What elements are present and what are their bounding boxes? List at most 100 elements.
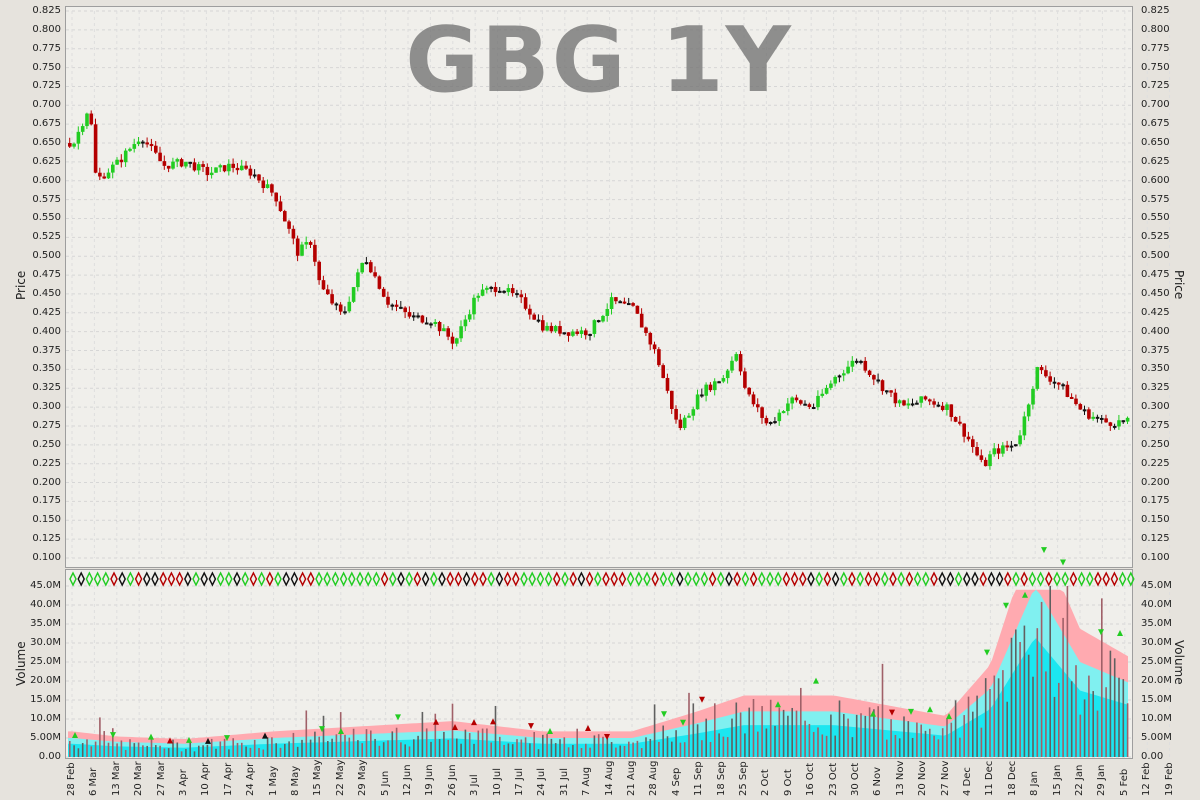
price-candle [859, 360, 863, 363]
trade-arrow [338, 728, 344, 735]
volume-bar [1015, 629, 1017, 757]
volume-bar [791, 707, 793, 757]
price-candle [863, 360, 868, 371]
volume-bar [933, 735, 935, 757]
volume-bar [262, 749, 265, 757]
volume-bar [632, 742, 634, 757]
signal-marker [331, 571, 340, 587]
price-candle [201, 164, 205, 167]
price-candle [80, 126, 85, 132]
price-candle [614, 297, 618, 302]
x-tick-label: 28 Feb [66, 762, 77, 796]
price-tick-label: 0.575 [32, 193, 61, 205]
volume-bar [873, 709, 875, 757]
price-candle [85, 113, 89, 127]
volume-bar [855, 714, 858, 757]
price-candle [549, 325, 554, 332]
price-candle [781, 411, 786, 414]
volume-bar [86, 739, 88, 757]
volume-bar [116, 743, 118, 757]
volume-bar [589, 747, 591, 757]
volume-bar [843, 714, 845, 757]
price-candle [717, 381, 721, 384]
volume-bar [193, 751, 196, 757]
volume-bar [395, 727, 398, 757]
volume-tick-label: 25.0M [1141, 656, 1172, 667]
signal-marker [77, 571, 85, 587]
price-candle [940, 405, 945, 410]
price-candle [218, 165, 223, 168]
price-candle [1112, 425, 1117, 428]
price-candle [553, 326, 558, 332]
trade-arrow [1060, 559, 1066, 566]
trade-arrow [1041, 547, 1047, 554]
volume-bar [477, 730, 480, 757]
price-candle [1052, 381, 1057, 384]
volume-bar [830, 714, 832, 757]
trade-arrow [908, 708, 914, 715]
volume-tick-label: 40.0M [30, 599, 61, 610]
signal-marker [995, 571, 1004, 587]
volume-tick-label: 35.0M [30, 618, 61, 629]
price-tick-label: 0.500 [32, 250, 61, 262]
signal-marker [1061, 571, 1069, 587]
price-candle [506, 288, 511, 293]
price-candle [455, 338, 459, 344]
price-candle [338, 304, 343, 312]
volume-bar [898, 738, 901, 757]
signal-marker [1004, 571, 1012, 587]
trade-arrow [262, 732, 268, 739]
signal-marker [676, 571, 684, 587]
signal-marker [1077, 571, 1086, 587]
trade-arrow [72, 731, 78, 738]
trade-arrow [927, 706, 933, 713]
price-candle [906, 403, 911, 406]
price-candle [145, 142, 149, 145]
volume-bar [967, 696, 970, 757]
volume-bar [318, 736, 320, 757]
volume-bar [451, 703, 454, 757]
signal-marker [930, 571, 938, 587]
signal-marker [610, 571, 618, 587]
signal-marker [389, 571, 397, 587]
price-candle [588, 333, 592, 336]
signal-marker [544, 571, 553, 587]
price-candle [1031, 388, 1035, 405]
price-tick-label: 0.600 [32, 174, 61, 186]
price-candle [880, 380, 885, 392]
volume-bar [1040, 601, 1043, 757]
price-candle [983, 459, 988, 467]
volume-bar [223, 738, 226, 757]
price-candle [596, 320, 601, 323]
price-candle [291, 228, 296, 239]
volume-bar [271, 737, 273, 757]
price-candle [485, 287, 489, 290]
price-candle [627, 303, 631, 306]
price-candle [996, 448, 1001, 454]
price-candle [141, 141, 145, 144]
signal-marker [758, 571, 766, 587]
price-candle [885, 390, 889, 393]
volume-bar [1062, 617, 1064, 757]
price-candle [158, 152, 162, 162]
volume-bar [1027, 654, 1030, 757]
price-candle [915, 402, 919, 405]
trade-arrow [452, 723, 458, 730]
price-candle [674, 408, 678, 420]
price-candle [244, 165, 248, 169]
volume-bar [610, 742, 613, 757]
price-panel [65, 6, 1133, 568]
price-candle [786, 403, 790, 412]
price-candle [558, 326, 562, 334]
signal-marker [594, 571, 602, 587]
price-tick-label: 0.300 [32, 401, 61, 413]
price-candle [541, 320, 545, 331]
volume-bar [150, 739, 153, 757]
signal-marker [790, 571, 799, 587]
volume-tick-label: 35.0M [1141, 618, 1172, 629]
price-candle [695, 394, 700, 410]
volume-tick-label: 45.0M [30, 580, 61, 591]
trade-arrow [205, 737, 211, 744]
signal-marker [618, 571, 627, 587]
signal-marker [946, 571, 955, 587]
